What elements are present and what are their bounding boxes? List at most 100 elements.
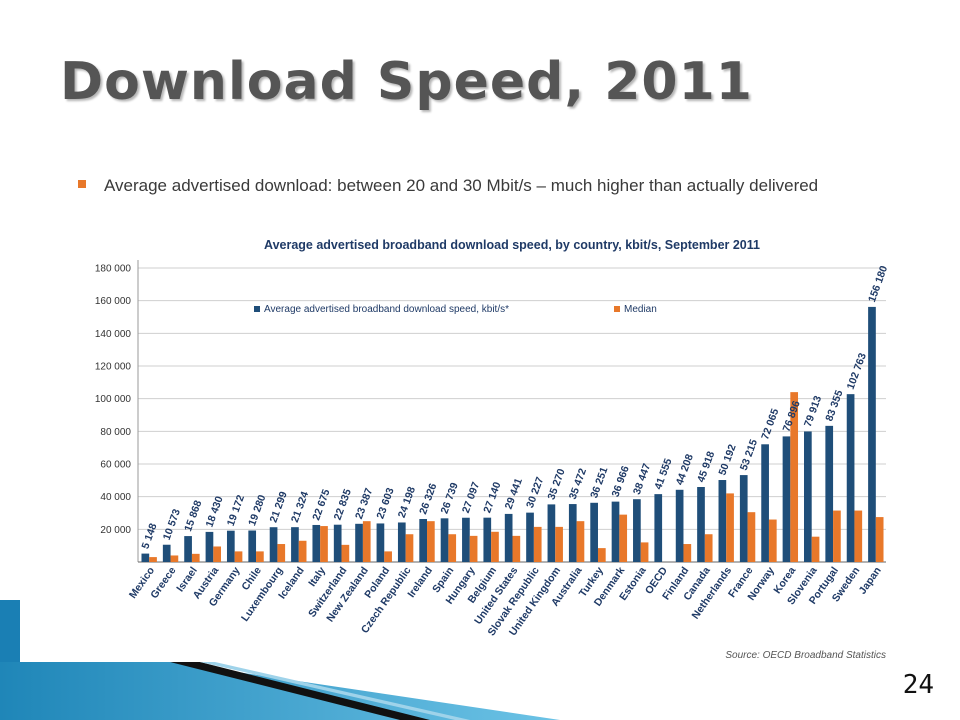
bar-median: [405, 534, 414, 562]
bar-median: [191, 553, 200, 562]
bar-value-label: 29 441: [503, 477, 525, 511]
bar-median: [640, 542, 649, 562]
page-number: 24: [902, 670, 934, 700]
bar-value-label: 53 215: [738, 438, 760, 472]
bar-median: [469, 535, 478, 562]
bar-average: [654, 494, 663, 562]
bar-average: [547, 504, 556, 562]
bar-median: [448, 534, 457, 562]
y-tick-label: 80 000: [100, 427, 131, 438]
bar-value-label: 19 172: [225, 493, 247, 527]
bullet-square-icon: [78, 180, 86, 188]
slide-title: Download Speed, 2011: [60, 52, 753, 112]
bar-average: [333, 524, 342, 562]
bar-average: [675, 489, 684, 562]
bar-median: [833, 510, 841, 562]
bar-value-label: 50 192: [716, 443, 738, 477]
bar-value-label: 15 868: [182, 499, 204, 533]
bar-value-label: 24 198: [396, 485, 418, 519]
bar-value-label: 156 180: [866, 264, 890, 304]
bar-value-label: 27 140: [481, 480, 503, 514]
bar-median: [619, 514, 628, 562]
bar-average: [397, 522, 406, 562]
bar-average: [269, 527, 278, 562]
y-tick-label: 160 000: [95, 296, 132, 307]
bar-average: [355, 523, 363, 562]
y-tick-label: 180 000: [95, 264, 132, 275]
bar-value-label: 27 097: [460, 480, 482, 514]
bar-median: [683, 544, 692, 562]
bar-median: [149, 557, 157, 562]
bar-value-label: 19 280: [246, 493, 268, 527]
bar-average: [141, 553, 150, 562]
bar-average: [504, 513, 513, 562]
bar-value-label: 23 603: [374, 486, 396, 520]
bar-median: [747, 512, 756, 562]
bar-median: [234, 551, 243, 562]
bar-median: [298, 540, 307, 562]
bar-average: [526, 512, 534, 562]
bar-average: [376, 523, 385, 562]
x-tick-label: Japan: [857, 565, 884, 597]
bar-value-label: 45 918: [695, 450, 717, 484]
bar-average: [633, 499, 641, 562]
bar-value-label: 72 065: [759, 407, 781, 441]
bullet-text: Average advertised download: between 20 …: [104, 176, 819, 195]
bar-average: [804, 431, 812, 562]
bar-median: [384, 551, 392, 562]
bar-average: [291, 527, 299, 562]
bar-average: [611, 501, 620, 562]
bar-average: [825, 425, 834, 562]
bar-average: [568, 504, 577, 562]
bar-value-label: 5 148: [139, 522, 159, 551]
bar-median: [277, 544, 286, 562]
bar-median: [854, 510, 863, 562]
bar-average: [697, 487, 705, 562]
bar-average: [590, 502, 598, 562]
bar-median: [555, 526, 563, 562]
footer-decoration: [0, 600, 560, 720]
legend-label-median: Median: [624, 304, 657, 315]
bar-median: [341, 544, 350, 562]
bar-value-label: 21 299: [268, 490, 290, 524]
chart-title: Average advertised broadband download sp…: [264, 238, 760, 252]
bar-value-label: 21 324: [289, 490, 311, 524]
bar-average: [739, 475, 748, 562]
bar-value-label: 83 355: [823, 388, 845, 422]
bar-value-label: 22 835: [332, 487, 354, 521]
bar-median: [427, 521, 435, 562]
bar-value-label: 18 430: [203, 494, 225, 528]
bar-value-label: 76 896: [781, 399, 803, 433]
bar-median: [512, 535, 521, 562]
bar-average: [312, 524, 321, 562]
bar-value-label: 26 326: [417, 482, 439, 516]
bar-average: [184, 536, 192, 562]
bar-median: [704, 534, 713, 562]
bar-average: [205, 531, 214, 562]
bar-value-label: 79 913: [802, 394, 824, 428]
y-tick-label: 40 000: [100, 492, 131, 503]
bar-median: [533, 526, 542, 562]
bar-average: [718, 480, 727, 562]
bar-value-label: 26 739: [439, 481, 461, 515]
y-tick-label: 100 000: [95, 394, 132, 405]
bar-median: [362, 521, 371, 562]
legend-swatch-average: [254, 306, 260, 312]
bar-median: [875, 517, 884, 562]
bar-value-label: 44 208: [674, 452, 696, 486]
bar-median: [576, 521, 585, 562]
bar-value-label: 35 472: [567, 467, 589, 501]
bar-value-label: 38 447: [631, 462, 653, 496]
bar-chart: Average advertised broadband download sp…: [95, 238, 890, 661]
bar-value-label: 22 675: [310, 488, 332, 522]
bar-median: [491, 531, 499, 562]
bar-average: [462, 517, 470, 562]
bar-value-label: 102 763: [845, 351, 869, 391]
chart-source: Source: OECD Broadband Statistics: [725, 650, 886, 661]
bar-median: [320, 526, 328, 562]
bar-average: [868, 306, 876, 562]
y-tick-label: 120 000: [95, 362, 132, 373]
bar-average: [782, 436, 791, 562]
bar-average: [440, 518, 449, 562]
bar-average: [761, 444, 769, 562]
